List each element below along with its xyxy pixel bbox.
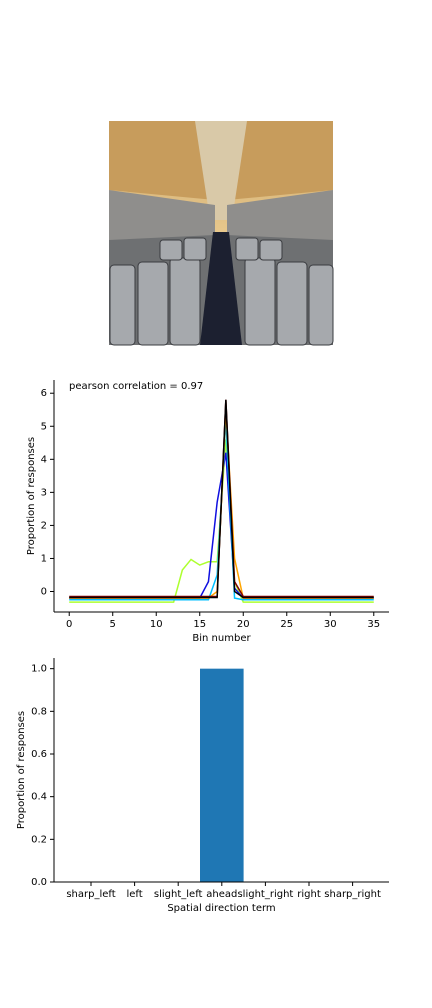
y-tick-label: 0.2 (31, 834, 47, 845)
x-tick-label: 15 (193, 619, 206, 630)
y-tick-label: 2 (41, 520, 47, 531)
x-tick-label: ahead (206, 889, 237, 900)
y-axis-label: Proportion of responses (26, 437, 37, 555)
cabin-photo (109, 121, 334, 346)
y-tick-label: 5 (41, 421, 47, 432)
y-tick-label: 4 (41, 454, 47, 465)
data-line (69, 439, 374, 603)
x-tick-label: 0 (66, 619, 72, 630)
y-tick-label: 0 (41, 587, 47, 598)
x-tick-label: 25 (280, 619, 293, 630)
y-tick-label: 0.8 (31, 706, 47, 717)
y-tick-label: 0.0 (31, 877, 47, 888)
x-tick-label: slight_left (154, 889, 203, 900)
x-tick-label: 5 (110, 619, 116, 630)
data-line (69, 399, 374, 599)
y-tick-label: 0.6 (31, 749, 47, 760)
x-tick-label: 35 (367, 619, 380, 630)
x-tick-label: 10 (150, 619, 163, 630)
x-tick-label: sharp_left (66, 889, 115, 900)
x-tick-label: 20 (237, 619, 250, 630)
y-tick-label: 1.0 (31, 664, 47, 675)
x-tick-label: 30 (324, 619, 337, 630)
x-axis-label: Spatial direction term (167, 903, 275, 914)
y-tick-label: 0.4 (31, 792, 47, 803)
x-tick-label: slight_right (237, 889, 293, 900)
x-tick-label: left (126, 889, 142, 900)
y-axis-label: Proportion of responses (16, 711, 27, 829)
y-tick-label: 6 (41, 388, 47, 399)
x-tick-label: right (297, 889, 321, 900)
data-line (69, 452, 374, 599)
bar (200, 668, 244, 882)
annotation: pearson correlation = 0.97 (69, 381, 203, 392)
x-tick-label: sharp_right (324, 889, 381, 900)
y-tick-label: 1 (41, 553, 47, 564)
x-axis-label: Bin number (192, 633, 251, 644)
y-tick-label: 3 (41, 487, 47, 498)
